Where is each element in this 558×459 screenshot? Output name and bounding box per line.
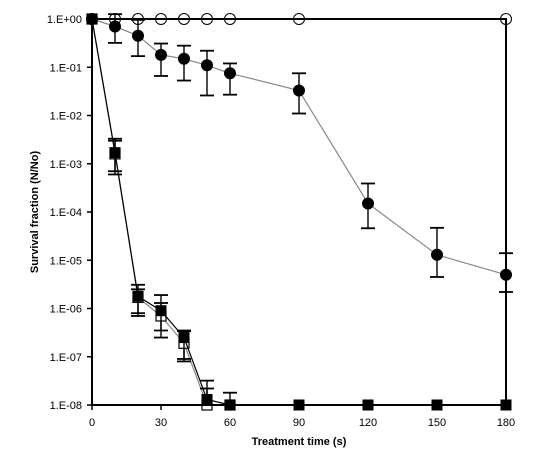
- y-axis-title: Survival fraction (N/No): [29, 151, 41, 274]
- y-tick-label: 1.E-01: [50, 62, 82, 74]
- x-tick-label: 120: [359, 417, 377, 429]
- data-point: [431, 248, 443, 261]
- x-tick-label: 0: [89, 417, 95, 429]
- series-layer: [86, 13, 513, 411]
- y-tick-label: 1.E-07: [50, 352, 82, 364]
- data-point: [132, 29, 144, 42]
- data-point: [155, 48, 167, 61]
- series-line: [91, 18, 507, 276]
- data-point: [362, 197, 374, 210]
- x-axis-ticks: 0 30 60 90 120 150 180: [89, 405, 515, 429]
- data-point: [201, 394, 213, 406]
- y-axis-ticks: 1.E+00 1.E-01 1.E-02 1.E-03 1.E-04 1.E-05 1.E-…: [47, 14, 92, 412]
- data-point: [293, 84, 305, 97]
- x-axis-title: Treatment time (s): [252, 436, 347, 448]
- data-point: [109, 20, 121, 33]
- x-tick-label: 30: [155, 417, 167, 429]
- x-tick-label: 150: [428, 417, 446, 429]
- y-tick-label: 1.E-04: [50, 207, 82, 219]
- data-point: [201, 59, 213, 72]
- data-point: [178, 332, 190, 344]
- x-tick-label: 90: [293, 417, 305, 429]
- y-tick-label: 1.E-08: [50, 400, 82, 412]
- x-tick-label: 180: [497, 417, 515, 429]
- data-point: [178, 52, 190, 65]
- data-point: [109, 147, 121, 159]
- y-tick-label: 1.E-03: [50, 159, 82, 171]
- series-line: [91, 18, 230, 406]
- series-open-square: [86, 13, 237, 411]
- y-tick-label: 1.E+00: [47, 14, 82, 26]
- data-point: [155, 305, 167, 317]
- series-filled-circle: [86, 13, 513, 293]
- data-point: [132, 290, 144, 302]
- y-tick-label: 1.E-05: [50, 255, 82, 267]
- y-tick-label: 1.E-02: [50, 111, 82, 123]
- x-tick-label: 60: [224, 417, 236, 429]
- y-tick-label: 1.E-06: [50, 304, 82, 316]
- data-point: [224, 67, 236, 80]
